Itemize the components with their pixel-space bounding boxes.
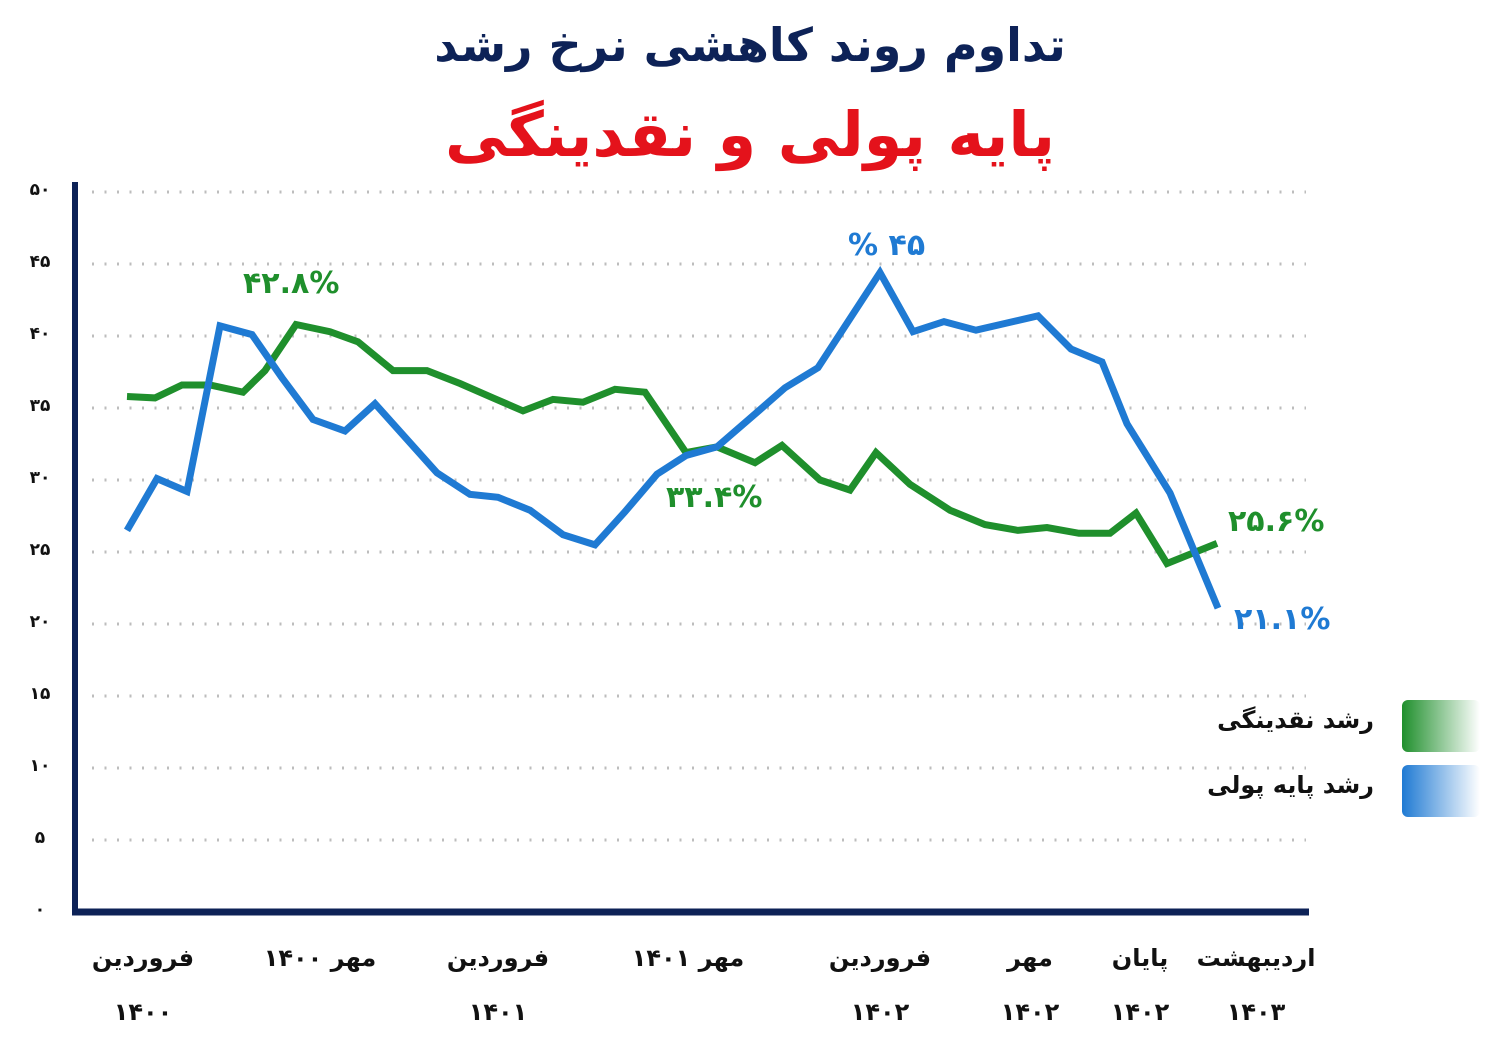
legend-swatch-green bbox=[1402, 700, 1480, 752]
y-tick-label: ۱۵ bbox=[29, 684, 51, 704]
legend-label: رشد پایه پولی bbox=[1207, 771, 1374, 799]
x-tick-label: فروردین ۱۴۰۲ bbox=[828, 944, 932, 1026]
legend-item-monetary-base[interactable]: رشد پایه پولی bbox=[1207, 765, 1490, 817]
x-tick-label: مهر ۱۴۰۲ bbox=[1000, 944, 1060, 1026]
y-tick-label: ۵ bbox=[34, 828, 46, 848]
value-annotation: ۳۳.۴% bbox=[666, 480, 763, 515]
legend-item-liquidity[interactable]: رشد نقدینگی bbox=[1217, 700, 1490, 752]
y-tick-label: ۱۰ bbox=[29, 756, 51, 776]
x-tick-label: پایان ۱۴۰۲ bbox=[1110, 944, 1170, 1026]
legend-swatch-blue bbox=[1402, 765, 1480, 817]
x-tick-label: فروردین ۱۴۰۱ bbox=[446, 944, 550, 1026]
chart-title-line1: تداوم روند کاهشی نرخ رشد bbox=[434, 18, 1067, 72]
liquidity-growth-line bbox=[126, 320, 1219, 568]
value-annotation: ۲۵.۶% bbox=[1228, 504, 1325, 539]
value-annotation: ۴۵ % bbox=[848, 228, 926, 263]
value-annotation: ۲۱.۱% bbox=[1234, 602, 1331, 637]
legend-label: رشد نقدینگی bbox=[1217, 706, 1374, 734]
x-tick-label: فروردین ۱۴۰۰ bbox=[91, 944, 195, 1026]
monetary-base-growth-line bbox=[123, 265, 1222, 610]
value-annotation: ۴۲.۸% bbox=[243, 266, 340, 301]
y-tick-label: ۴۵ bbox=[29, 252, 51, 272]
x-tick-label: مهر ۱۴۰۰ bbox=[263, 944, 377, 972]
chart-title-line2: پایه پولی و نقدینگی bbox=[445, 98, 1056, 171]
y-tick-label: ۰ bbox=[34, 900, 46, 920]
y-tick-label: ۴۰ bbox=[29, 324, 51, 344]
y-tick-label: ۲۰ bbox=[29, 612, 51, 632]
x-tick-label: مهر ۱۴۰۱ bbox=[631, 944, 745, 972]
y-tick-label: ۳۰ bbox=[29, 468, 51, 488]
y-tick-label: ۲۵ bbox=[29, 540, 51, 560]
y-tick-label: ۳۵ bbox=[29, 396, 51, 416]
y-tick-label: ۵۰ bbox=[29, 180, 51, 200]
x-tick-label: اردیبهشت ۱۴۰۳ bbox=[1196, 944, 1316, 1026]
